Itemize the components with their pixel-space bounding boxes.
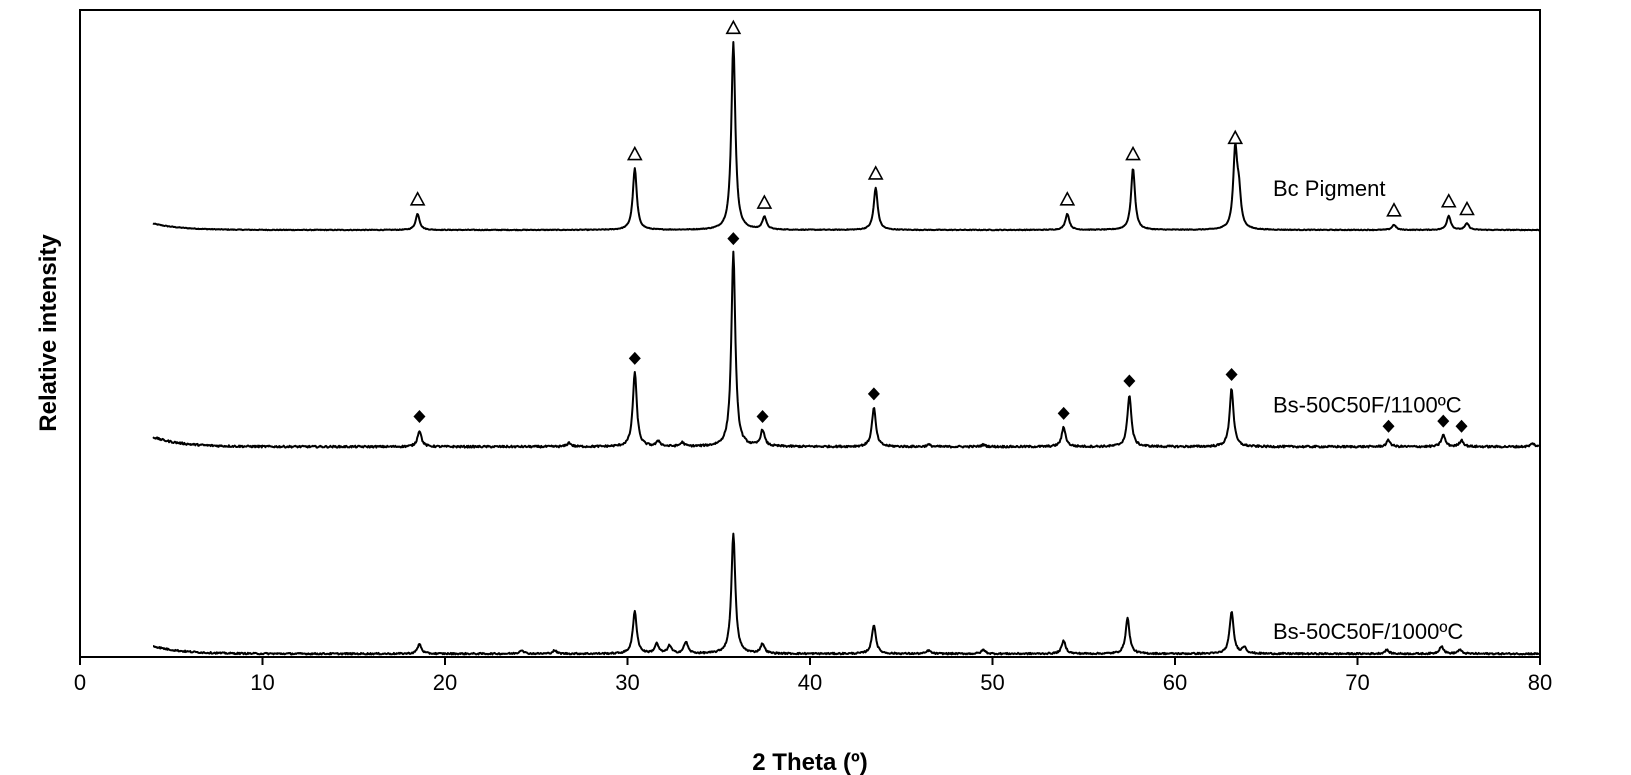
diamond-marker [413, 410, 426, 424]
diamond-marker [1437, 414, 1450, 428]
diamond-marker [1382, 419, 1395, 433]
triangle-marker [867, 165, 884, 180]
triangle-marker [1125, 145, 1141, 161]
x-tick-label: 50 [980, 670, 1004, 695]
triangle-marker [1440, 193, 1457, 208]
series-label-0: Bc Pigment [1273, 176, 1386, 201]
x-axis-title: 2 Theta (º) [752, 749, 867, 775]
traces [152, 41, 1540, 656]
y-axis-title: Relative intensity [35, 234, 62, 432]
series-trace-0 [152, 41, 1540, 232]
triangle-marker [1386, 202, 1402, 217]
triangle-marker [756, 194, 773, 209]
x-tick-label: 20 [433, 670, 457, 695]
diamond-marker [628, 351, 641, 365]
diamond-marker [867, 387, 880, 401]
x-tick-label: 10 [250, 670, 274, 695]
triangle-marker [1059, 191, 1076, 206]
series-label-1: Bs-50C50F/1100ºC [1273, 393, 1462, 418]
x-axis-ticks: 0 10 20 30 40 50 60 70 80 [74, 657, 1552, 695]
diamond-marker [1455, 419, 1468, 433]
x-tick-label: 40 [798, 670, 822, 695]
diamond-marker [1123, 374, 1136, 388]
x-tick-label: 70 [1345, 670, 1369, 695]
series-label-2: Bs-50C50F/1000ºC [1273, 619, 1463, 644]
triangle-marker [409, 191, 426, 206]
triangle-marker [1227, 129, 1244, 145]
diamond-marker [1225, 367, 1238, 381]
diamond-marker [727, 232, 740, 246]
series-trace-1 [152, 250, 1540, 449]
triangle-marker [626, 145, 643, 161]
x-tick-label: 30 [615, 670, 639, 695]
diamond-marker [756, 410, 769, 424]
peak-markers [409, 19, 1475, 433]
x-tick-label: 60 [1163, 670, 1187, 695]
triangle-marker [1459, 200, 1475, 216]
x-tick-label: 80 [1528, 670, 1552, 695]
series-trace-2 [152, 532, 1540, 656]
x-tick-label: 0 [74, 670, 86, 695]
diamond-marker [1057, 406, 1070, 420]
triangle-marker [725, 19, 742, 35]
series-labels: Bc Pigment Bs-50C50F/1100ºC Bs-50C50F/1000… [1273, 176, 1463, 644]
plot-frame [79, 9, 1541, 658]
